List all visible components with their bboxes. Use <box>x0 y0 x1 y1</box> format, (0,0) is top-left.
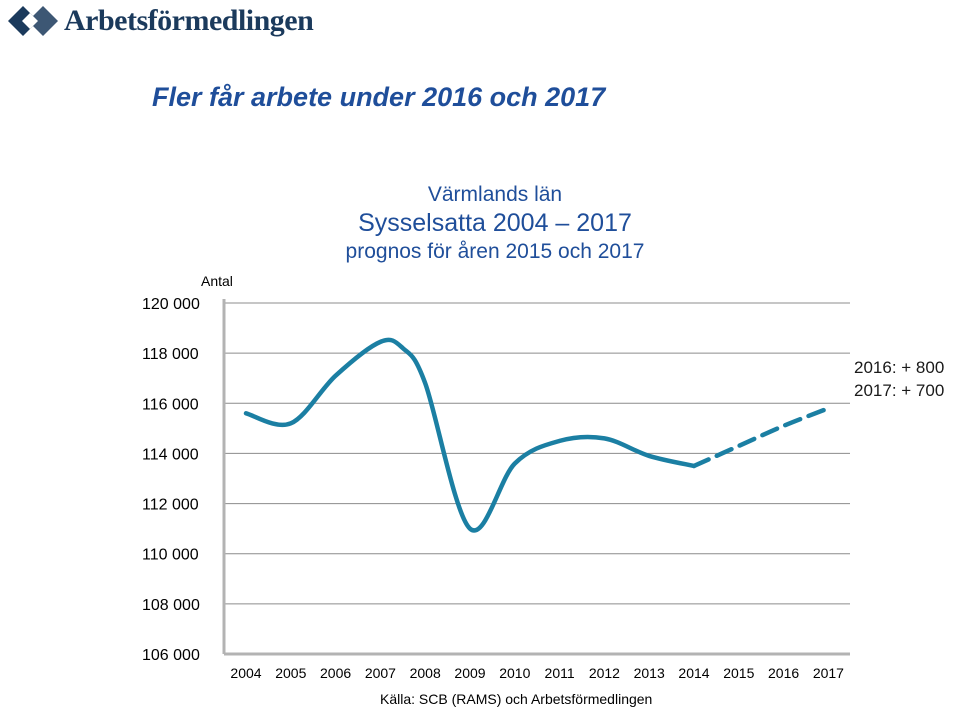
chart-heading-title: Sysselsatta 2004 – 2017 <box>358 209 632 237</box>
x-tick-label: 2005 <box>275 665 306 681</box>
y-tick-label: 118 000 <box>142 346 199 363</box>
annotation-2016: 2016: + 800 <box>854 358 945 377</box>
y-tick-label: 120 000 <box>142 296 200 313</box>
y-tick-label: 114 000 <box>142 446 199 463</box>
y-tick-label: 116 000 <box>142 396 199 413</box>
x-tick-label: 2009 <box>454 665 485 681</box>
x-tick-label: 2016 <box>768 665 799 681</box>
x-tick-label: 2004 <box>230 665 261 681</box>
x-tick-label: 2013 <box>634 665 665 681</box>
x-tick-label: 2014 <box>678 665 709 681</box>
x-tick-label: 2010 <box>499 665 530 681</box>
y-tick-label: 112 000 <box>142 497 199 514</box>
x-tick-label: 2012 <box>589 665 620 681</box>
source-label: Källa: SCB (RAMS) och Arbetsförmedlingen <box>380 691 652 707</box>
y-axis-label: Antal <box>201 273 233 289</box>
x-tick-label: 2011 <box>545 665 575 681</box>
x-tick-label: 2006 <box>320 665 351 681</box>
y-tick-label: 106 000 <box>142 647 200 664</box>
x-tick-label: 2008 <box>410 665 441 681</box>
logo-text: Arbetsförmedlingen <box>64 4 314 37</box>
forecast-series-line <box>691 406 831 469</box>
y-tick-label: 110 000 <box>142 547 199 564</box>
x-tick-label: 2015 <box>723 665 754 681</box>
arbetsformedlingen-logo-icon <box>8 6 58 36</box>
chart-heading-subtitle: prognos för åren 2015 och 2017 <box>345 240 645 263</box>
actual-series-line <box>243 337 697 533</box>
y-tick-label: 108 000 <box>142 597 200 614</box>
x-tick-label: 2017 <box>813 665 844 681</box>
chart-heading-region: Värmlands län <box>427 183 563 206</box>
logo: Arbetsförmedlingen <box>8 2 314 42</box>
x-tick-label: 2007 <box>365 665 396 681</box>
slide-title: Fler får arbete under 2016 och 2017 <box>152 82 606 112</box>
annotation-2017: 2017: + 700 <box>854 381 945 400</box>
